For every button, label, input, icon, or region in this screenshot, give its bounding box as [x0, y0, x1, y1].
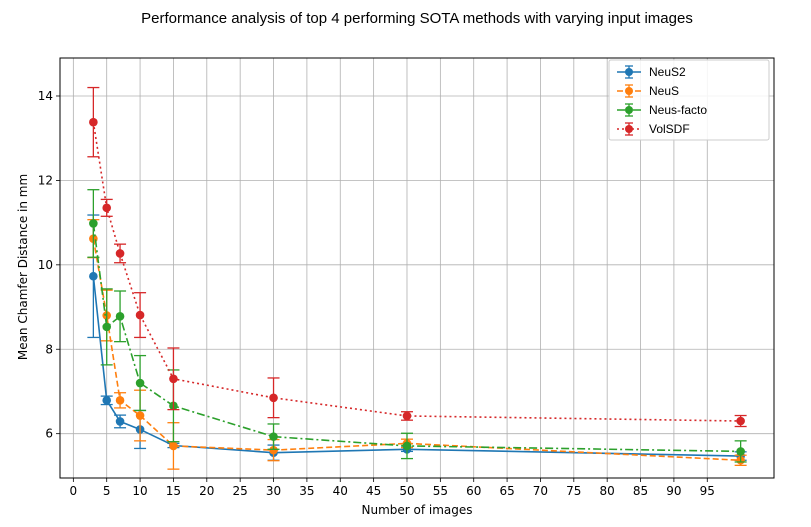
x-tick-label: 95	[700, 484, 715, 498]
series-line-volsdf	[92, 122, 741, 422]
chart-title: Performance analysis of top 4 performing…	[141, 10, 693, 27]
x-tick-label: 80	[600, 484, 615, 498]
data-point	[269, 432, 278, 441]
data-point	[169, 374, 178, 384]
legend-marker	[625, 125, 633, 133]
legend-label: Neus-facto	[649, 103, 707, 117]
legend: NeuS2 NeuS Neus-facto VolSDF	[608, 59, 770, 141]
x-tick-label: 55	[433, 484, 448, 498]
data-point	[89, 117, 98, 127]
series-neus-facto	[87, 189, 747, 463]
grid	[60, 58, 774, 478]
legend-item-neus-facto: Neus-facto	[617, 103, 707, 117]
data-point	[402, 441, 412, 451]
data-point	[269, 445, 278, 455]
x-tick-label: 0	[70, 484, 78, 498]
data-point	[135, 378, 145, 388]
data-point	[169, 441, 178, 451]
x-axis-label: Number of images	[361, 503, 472, 517]
legend-item-neus: NeuS	[617, 84, 679, 98]
data-point	[102, 322, 112, 332]
data-point	[115, 396, 125, 405]
x-tick-label: 15	[166, 484, 181, 498]
x-tick-label: 65	[499, 484, 514, 498]
x-tick-label: 35	[299, 484, 314, 498]
x-tick-label: 30	[266, 484, 281, 498]
series-line-neus2	[92, 276, 741, 457]
data-point	[89, 219, 98, 228]
legend-item-neus2: NeuS2	[617, 65, 686, 79]
x-tick-label: 20	[199, 484, 214, 498]
x-tick-label: 75	[566, 484, 581, 498]
legend-label: VolSDF	[649, 122, 690, 136]
data-point	[402, 411, 412, 421]
legend-item-volsdf: VolSDF	[617, 122, 690, 136]
x-tick-label: 45	[366, 484, 381, 498]
legend-marker	[625, 106, 633, 114]
ticks: 0 5 10 15 20 25 30 35 40 45 50 55 60 65 70 75 80 85 90 95 6 8…	[38, 89, 715, 498]
data-point	[269, 393, 278, 403]
data-point	[115, 249, 125, 258]
x-tick-label: 25	[233, 484, 248, 498]
data-point	[102, 396, 112, 405]
x-tick-label: 50	[399, 484, 414, 498]
legend-marker	[625, 87, 633, 95]
series-neus2	[87, 214, 747, 461]
data-point	[115, 312, 125, 321]
data-point	[135, 411, 145, 420]
y-tick-label: 14	[38, 89, 53, 103]
series-neus	[87, 219, 747, 470]
x-tick-label: 85	[633, 484, 648, 498]
plot-area	[87, 86, 747, 470]
legend-box	[608, 59, 770, 141]
legend-label: NeuS	[649, 84, 679, 98]
x-tick-label: 60	[466, 484, 481, 498]
data-point	[736, 416, 745, 426]
data-point	[736, 447, 745, 456]
y-tick-label: 10	[38, 258, 53, 272]
series-line-neus-facto	[92, 223, 741, 453]
axes-frame	[59, 57, 775, 479]
data-point	[89, 271, 98, 281]
legend-marker	[625, 68, 633, 76]
x-tick-label: 5	[103, 484, 111, 498]
data-point	[115, 417, 125, 426]
x-tick-label: 70	[533, 484, 548, 498]
x-tick-label: 40	[333, 484, 348, 498]
data-point	[135, 310, 145, 320]
data-point	[102, 203, 112, 213]
y-tick-label: 8	[45, 342, 53, 356]
y-tick-label: 12	[38, 173, 53, 187]
series-volsdf	[87, 86, 747, 428]
legend-label: NeuS2	[649, 65, 686, 79]
x-tick-label: 90	[666, 484, 681, 498]
y-axis-label: Mean Chamfer Distance in mm	[16, 174, 30, 360]
y-tick-label: 6	[45, 427, 53, 441]
x-tick-label: 10	[132, 484, 147, 498]
